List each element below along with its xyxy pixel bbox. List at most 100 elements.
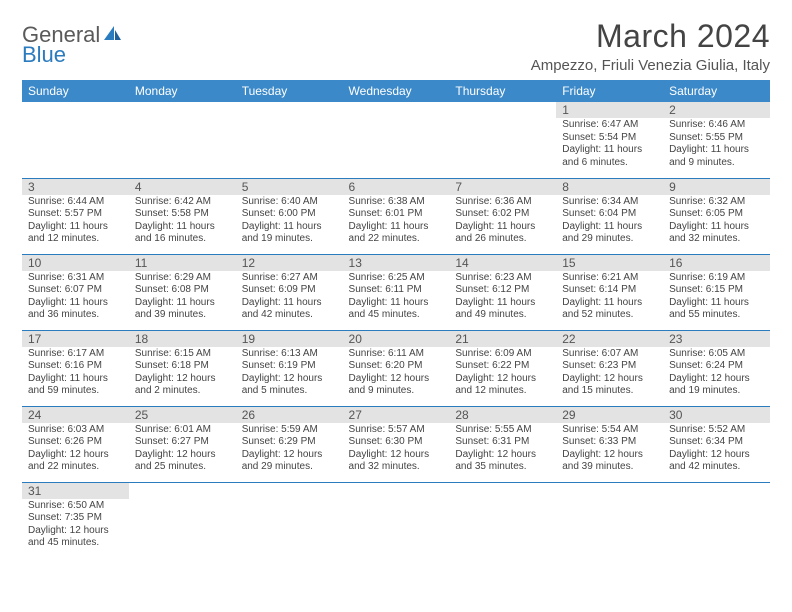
weekday-header: Friday bbox=[556, 80, 663, 102]
day-content: Sunrise: 5:57 AMSunset: 6:30 PMDaylight:… bbox=[343, 423, 450, 477]
calendar-cell: 17Sunrise: 6:17 AMSunset: 6:16 PMDayligh… bbox=[22, 330, 129, 406]
day-number: 22 bbox=[556, 331, 663, 347]
weekday-header: Sunday bbox=[22, 80, 129, 102]
day-content: Sunrise: 6:03 AMSunset: 6:26 PMDaylight:… bbox=[22, 423, 129, 477]
day-number: 1 bbox=[556, 102, 663, 118]
sunrise-text: Sunrise: 6:05 AM bbox=[669, 348, 764, 361]
daylight-text: Daylight: 12 hours and 5 minutes. bbox=[242, 373, 337, 398]
logo-text: General Blue bbox=[22, 24, 122, 65]
calendar-cell: 13Sunrise: 6:25 AMSunset: 6:11 PMDayligh… bbox=[343, 254, 450, 330]
sunset-text: Sunset: 5:54 PM bbox=[562, 132, 657, 145]
day-content: Sunrise: 6:36 AMSunset: 6:02 PMDaylight:… bbox=[449, 195, 556, 249]
day-number bbox=[449, 483, 556, 485]
sunset-text: Sunset: 6:09 PM bbox=[242, 284, 337, 297]
calendar-row: 24Sunrise: 6:03 AMSunset: 6:26 PMDayligh… bbox=[22, 406, 770, 482]
sunrise-text: Sunrise: 6:17 AM bbox=[28, 348, 123, 361]
sunrise-text: Sunrise: 5:57 AM bbox=[349, 424, 444, 437]
calendar-cell bbox=[449, 482, 556, 558]
sunset-text: Sunset: 6:14 PM bbox=[562, 284, 657, 297]
page-title: March 2024 bbox=[531, 18, 770, 55]
day-content: Sunrise: 6:50 AMSunset: 7:35 PMDaylight:… bbox=[22, 499, 129, 553]
calendar-cell: 22Sunrise: 6:07 AMSunset: 6:23 PMDayligh… bbox=[556, 330, 663, 406]
daylight-text: Daylight: 12 hours and 35 minutes. bbox=[455, 449, 550, 474]
sunset-text: Sunset: 6:11 PM bbox=[349, 284, 444, 297]
daylight-text: Daylight: 12 hours and 2 minutes. bbox=[135, 373, 230, 398]
day-content: Sunrise: 6:05 AMSunset: 6:24 PMDaylight:… bbox=[663, 347, 770, 401]
daylight-text: Daylight: 11 hours and 26 minutes. bbox=[455, 221, 550, 246]
sunset-text: Sunset: 6:19 PM bbox=[242, 360, 337, 373]
calendar-cell: 4Sunrise: 6:42 AMSunset: 5:58 PMDaylight… bbox=[129, 178, 236, 254]
sunrise-text: Sunrise: 6:03 AM bbox=[28, 424, 123, 437]
calendar-cell: 26Sunrise: 5:59 AMSunset: 6:29 PMDayligh… bbox=[236, 406, 343, 482]
calendar-cell: 29Sunrise: 5:54 AMSunset: 6:33 PMDayligh… bbox=[556, 406, 663, 482]
sunset-text: Sunset: 5:55 PM bbox=[669, 132, 764, 145]
day-number: 12 bbox=[236, 255, 343, 271]
sunset-text: Sunset: 6:02 PM bbox=[455, 208, 550, 221]
sunset-text: Sunset: 6:27 PM bbox=[135, 436, 230, 449]
day-number: 16 bbox=[663, 255, 770, 271]
day-content: Sunrise: 6:17 AMSunset: 6:16 PMDaylight:… bbox=[22, 347, 129, 401]
sunrise-text: Sunrise: 6:42 AM bbox=[135, 196, 230, 209]
calendar-cell: 16Sunrise: 6:19 AMSunset: 6:15 PMDayligh… bbox=[663, 254, 770, 330]
day-content: Sunrise: 6:09 AMSunset: 6:22 PMDaylight:… bbox=[449, 347, 556, 401]
sunrise-text: Sunrise: 5:54 AM bbox=[562, 424, 657, 437]
daylight-text: Daylight: 11 hours and 32 minutes. bbox=[669, 221, 764, 246]
day-number bbox=[22, 102, 129, 104]
day-content: Sunrise: 5:59 AMSunset: 6:29 PMDaylight:… bbox=[236, 423, 343, 477]
day-content: Sunrise: 6:07 AMSunset: 6:23 PMDaylight:… bbox=[556, 347, 663, 401]
daylight-text: Daylight: 11 hours and 19 minutes. bbox=[242, 221, 337, 246]
sunrise-text: Sunrise: 6:32 AM bbox=[669, 196, 764, 209]
daylight-text: Daylight: 11 hours and 55 minutes. bbox=[669, 297, 764, 322]
day-content: Sunrise: 6:40 AMSunset: 6:00 PMDaylight:… bbox=[236, 195, 343, 249]
day-number: 19 bbox=[236, 331, 343, 347]
daylight-text: Daylight: 12 hours and 12 minutes. bbox=[455, 373, 550, 398]
day-number: 21 bbox=[449, 331, 556, 347]
daylight-text: Daylight: 11 hours and 59 minutes. bbox=[28, 373, 123, 398]
day-content: Sunrise: 6:47 AMSunset: 5:54 PMDaylight:… bbox=[556, 118, 663, 172]
day-content: Sunrise: 6:13 AMSunset: 6:19 PMDaylight:… bbox=[236, 347, 343, 401]
day-number: 9 bbox=[663, 179, 770, 195]
day-number: 17 bbox=[22, 331, 129, 347]
calendar-row: 31Sunrise: 6:50 AMSunset: 7:35 PMDayligh… bbox=[22, 482, 770, 558]
calendar-cell: 31Sunrise: 6:50 AMSunset: 7:35 PMDayligh… bbox=[22, 482, 129, 558]
header: General Blue March 2024 Ampezzo, Friuli … bbox=[22, 18, 770, 74]
logo: General Blue bbox=[22, 18, 122, 65]
calendar-cell: 11Sunrise: 6:29 AMSunset: 6:08 PMDayligh… bbox=[129, 254, 236, 330]
calendar-cell: 7Sunrise: 6:36 AMSunset: 6:02 PMDaylight… bbox=[449, 178, 556, 254]
day-content: Sunrise: 6:34 AMSunset: 6:04 PMDaylight:… bbox=[556, 195, 663, 249]
calendar-table: SundayMondayTuesdayWednesdayThursdayFrid… bbox=[22, 80, 770, 558]
sunrise-text: Sunrise: 6:44 AM bbox=[28, 196, 123, 209]
calendar-body: 1Sunrise: 6:47 AMSunset: 5:54 PMDaylight… bbox=[22, 102, 770, 558]
day-content: Sunrise: 5:54 AMSunset: 6:33 PMDaylight:… bbox=[556, 423, 663, 477]
day-content: Sunrise: 6:23 AMSunset: 6:12 PMDaylight:… bbox=[449, 271, 556, 325]
calendar-cell: 5Sunrise: 6:40 AMSunset: 6:00 PMDaylight… bbox=[236, 178, 343, 254]
title-block: March 2024 Ampezzo, Friuli Venezia Giuli… bbox=[531, 18, 770, 74]
day-number: 13 bbox=[343, 255, 450, 271]
daylight-text: Daylight: 11 hours and 6 minutes. bbox=[562, 144, 657, 169]
sunset-text: Sunset: 6:26 PM bbox=[28, 436, 123, 449]
daylight-text: Daylight: 11 hours and 52 minutes. bbox=[562, 297, 657, 322]
day-content: Sunrise: 5:55 AMSunset: 6:31 PMDaylight:… bbox=[449, 423, 556, 477]
daylight-text: Daylight: 12 hours and 22 minutes. bbox=[28, 449, 123, 474]
calendar-cell: 25Sunrise: 6:01 AMSunset: 6:27 PMDayligh… bbox=[129, 406, 236, 482]
day-number: 3 bbox=[22, 179, 129, 195]
day-content: Sunrise: 6:46 AMSunset: 5:55 PMDaylight:… bbox=[663, 118, 770, 172]
calendar-cell: 20Sunrise: 6:11 AMSunset: 6:20 PMDayligh… bbox=[343, 330, 450, 406]
sunrise-text: Sunrise: 6:07 AM bbox=[562, 348, 657, 361]
sunrise-text: Sunrise: 6:31 AM bbox=[28, 272, 123, 285]
calendar-cell: 28Sunrise: 5:55 AMSunset: 6:31 PMDayligh… bbox=[449, 406, 556, 482]
sunrise-text: Sunrise: 6:25 AM bbox=[349, 272, 444, 285]
sunset-text: Sunset: 6:31 PM bbox=[455, 436, 550, 449]
sunrise-text: Sunrise: 5:55 AM bbox=[455, 424, 550, 437]
day-number: 4 bbox=[129, 179, 236, 195]
daylight-text: Daylight: 11 hours and 29 minutes. bbox=[562, 221, 657, 246]
sunset-text: Sunset: 6:05 PM bbox=[669, 208, 764, 221]
sunrise-text: Sunrise: 5:59 AM bbox=[242, 424, 337, 437]
sunset-text: Sunset: 7:35 PM bbox=[28, 512, 123, 525]
day-number bbox=[236, 483, 343, 485]
location-subtitle: Ampezzo, Friuli Venezia Giulia, Italy bbox=[531, 57, 770, 74]
weekday-header: Tuesday bbox=[236, 80, 343, 102]
day-content: Sunrise: 6:42 AMSunset: 5:58 PMDaylight:… bbox=[129, 195, 236, 249]
sunset-text: Sunset: 6:18 PM bbox=[135, 360, 230, 373]
day-number: 18 bbox=[129, 331, 236, 347]
